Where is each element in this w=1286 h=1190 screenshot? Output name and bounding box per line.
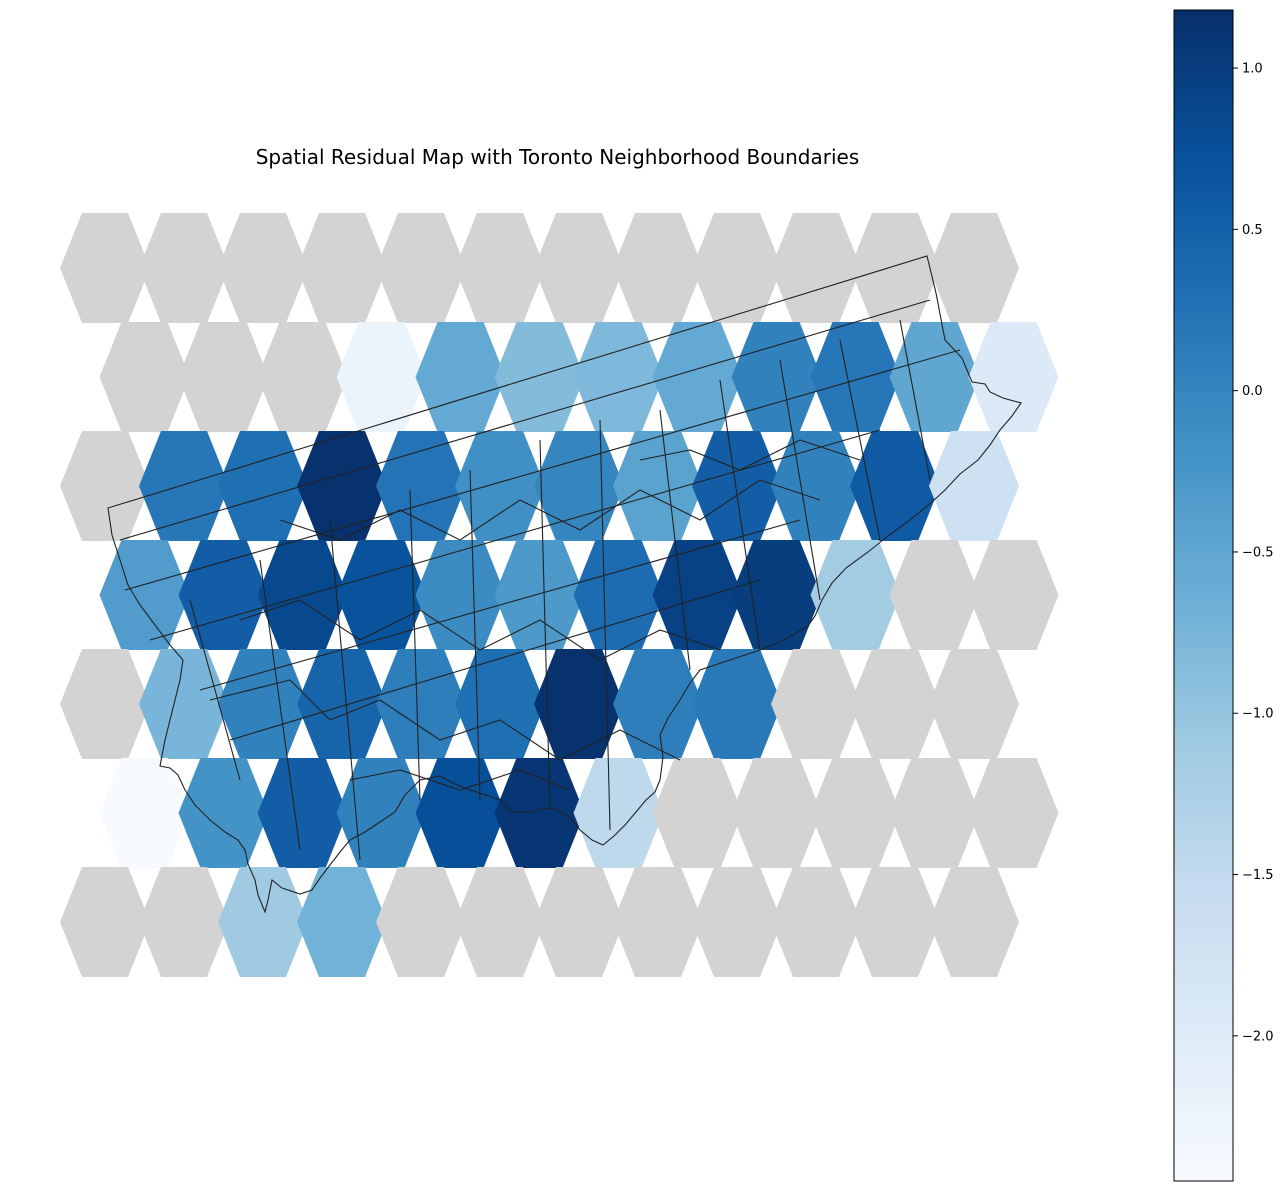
hex-cell bbox=[139, 431, 229, 541]
hex-cell bbox=[218, 213, 308, 323]
hex-cell bbox=[415, 540, 506, 650]
hex-cell bbox=[771, 431, 861, 541]
hex-cell bbox=[455, 649, 545, 759]
colorbar-tick-label: −0.5 bbox=[1242, 545, 1274, 560]
hex-cell bbox=[810, 322, 901, 432]
hex-cell bbox=[257, 540, 348, 650]
hex-cell bbox=[494, 540, 585, 650]
hex-cell bbox=[415, 758, 506, 868]
hex-cell bbox=[297, 213, 387, 323]
hex-residual-map bbox=[60, 213, 1059, 977]
hex-cell bbox=[929, 649, 1019, 759]
hex-cell bbox=[178, 322, 269, 432]
hex-cell bbox=[376, 649, 466, 759]
hex-cell bbox=[652, 758, 743, 868]
colorbar-tick-label: −2.0 bbox=[1242, 1029, 1274, 1044]
hex-cell bbox=[692, 431, 782, 541]
hex-cell bbox=[929, 867, 1019, 977]
hex-cell bbox=[889, 758, 980, 868]
hex-cell bbox=[968, 758, 1059, 868]
hex-cell bbox=[573, 322, 664, 432]
hex-cell bbox=[494, 322, 585, 432]
hex-cell bbox=[534, 431, 624, 541]
hex-cell bbox=[336, 758, 427, 868]
hex-cell bbox=[60, 213, 150, 323]
hex-cell bbox=[376, 431, 466, 541]
hex-cell bbox=[731, 758, 822, 868]
colorbar-tick-label: 0.0 bbox=[1242, 384, 1263, 399]
hex-cell bbox=[771, 213, 861, 323]
hex-cell bbox=[850, 649, 940, 759]
hex-cell bbox=[810, 540, 901, 650]
hex-cell bbox=[336, 322, 427, 432]
colorbar-tick-label: 0.5 bbox=[1242, 223, 1263, 238]
hex-cell bbox=[376, 867, 466, 977]
hex-cell bbox=[297, 431, 387, 541]
toronto-outline bbox=[107, 255, 1022, 914]
hex-cell bbox=[455, 431, 545, 541]
hex-cell bbox=[731, 540, 822, 650]
colorbar-ticks: 1.0 0.5 0.0 −0.5 −1.0 −1.5 −2.0 bbox=[1233, 62, 1274, 1044]
hex-cell bbox=[534, 649, 624, 759]
hex-grid bbox=[60, 213, 1059, 977]
hex-cell bbox=[613, 867, 703, 977]
hex-cell bbox=[692, 213, 782, 323]
hex-cell bbox=[297, 649, 387, 759]
hex-cell bbox=[99, 322, 190, 432]
hex-cell bbox=[652, 322, 743, 432]
neighborhood-boundaries bbox=[107, 255, 1022, 914]
map-title: Spatial Residual Map with Toronto Neighb… bbox=[255, 145, 860, 169]
hex-cell bbox=[929, 213, 1019, 323]
hex-cell bbox=[534, 867, 624, 977]
hex-cell bbox=[889, 322, 980, 432]
colorbar: 1.0 0.5 0.0 −0.5 −1.0 −1.5 −2.0 bbox=[1173, 9, 1274, 1182]
hex-cell bbox=[968, 322, 1059, 432]
hex-cell bbox=[692, 649, 782, 759]
hex-cell bbox=[297, 867, 387, 977]
hex-cell bbox=[731, 322, 822, 432]
hex-cell bbox=[455, 213, 545, 323]
hex-cell bbox=[218, 649, 308, 759]
hex-cell bbox=[60, 649, 150, 759]
hex-cell bbox=[99, 758, 190, 868]
hex-cell bbox=[178, 540, 269, 650]
hex-cell bbox=[850, 431, 940, 541]
boundary-lines bbox=[119, 299, 961, 861]
hex-cell bbox=[889, 540, 980, 650]
hex-cell bbox=[139, 213, 229, 323]
hex-cell bbox=[810, 758, 901, 868]
hex-cell bbox=[60, 867, 150, 977]
hex-cell bbox=[850, 213, 940, 323]
hex-cell bbox=[494, 758, 585, 868]
hex-cell bbox=[573, 540, 664, 650]
hex-cell bbox=[139, 649, 229, 759]
colorbar-gradient bbox=[1173, 9, 1234, 1182]
colorbar-tick-label: −1.5 bbox=[1242, 868, 1274, 883]
hex-cell bbox=[613, 431, 703, 541]
hex-cell bbox=[771, 649, 861, 759]
hex-cell bbox=[257, 322, 348, 432]
hex-cell bbox=[178, 758, 269, 868]
hex-cell bbox=[60, 431, 150, 541]
hex-cell bbox=[455, 867, 545, 977]
hex-cell bbox=[139, 867, 229, 977]
colorbar-tick-label: −1.0 bbox=[1242, 707, 1274, 722]
hex-cell bbox=[257, 758, 348, 868]
hex-cell bbox=[534, 213, 624, 323]
hex-cell bbox=[929, 431, 1019, 541]
hex-cell bbox=[218, 431, 308, 541]
hex-cell bbox=[771, 867, 861, 977]
hex-cell bbox=[613, 213, 703, 323]
hex-cell bbox=[613, 649, 703, 759]
colorbar-tick-label: 1.0 bbox=[1242, 62, 1263, 77]
hex-cell bbox=[968, 540, 1059, 650]
hex-cell bbox=[376, 213, 466, 323]
hex-cell bbox=[415, 322, 506, 432]
hex-cell bbox=[850, 867, 940, 977]
hex-cell bbox=[573, 758, 664, 868]
hex-cell bbox=[99, 540, 190, 650]
hex-cell bbox=[218, 867, 308, 977]
hex-cell bbox=[692, 867, 782, 977]
hex-cell bbox=[652, 540, 743, 650]
